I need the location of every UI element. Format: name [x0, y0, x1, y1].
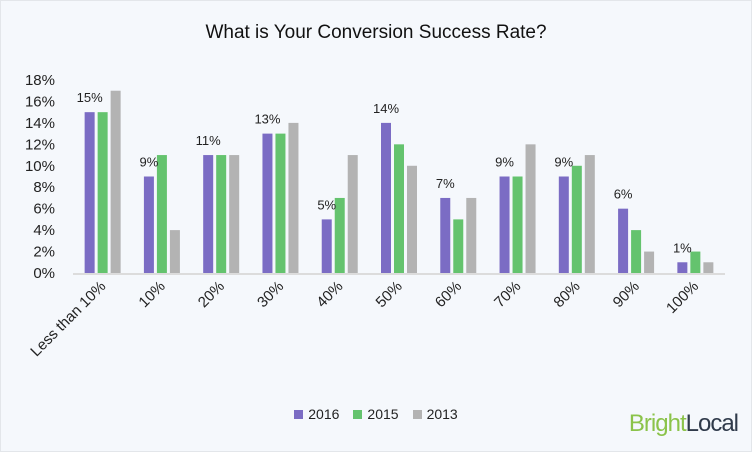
logo-part: Local: [685, 410, 739, 437]
data-label: 15%: [77, 90, 103, 105]
data-label: 9%: [554, 155, 573, 170]
x-tick-label: 20%: [195, 278, 228, 311]
bar-2015: [453, 219, 464, 273]
bar-2016: [558, 176, 569, 273]
bar-2013: [644, 251, 655, 273]
y-tick-label: 14%: [25, 115, 55, 132]
bar-2015: [571, 165, 582, 273]
bar-2016: [440, 197, 451, 273]
y-tick-label: 6%: [33, 201, 55, 218]
legend-item-2015: 2015: [353, 406, 399, 422]
legend-item-2016: 2016: [294, 406, 339, 422]
y-tick-label: 18%: [25, 72, 55, 89]
x-tick-label: 70%: [491, 278, 524, 311]
bar-2016: [84, 112, 95, 274]
x-tick-label: 100%: [663, 278, 702, 317]
legend-label: 2016: [308, 406, 340, 422]
logo-part: Bright: [628, 410, 687, 437]
bar-2015: [97, 112, 108, 274]
bar-2013: [525, 144, 536, 273]
legend-label: 2015: [367, 406, 399, 422]
x-tick-label: 40%: [313, 278, 346, 311]
data-label: 14%: [373, 101, 399, 116]
y-tick-label: 12%: [25, 136, 55, 153]
data-label: 9%: [495, 155, 514, 170]
x-tick-label: 60%: [432, 278, 465, 311]
y-tick-label: 10%: [25, 158, 55, 175]
data-label: 7%: [436, 176, 455, 191]
bar-2016: [499, 176, 510, 273]
x-tick-label: 30%: [254, 278, 287, 311]
x-tick-label: 80%: [550, 278, 583, 311]
legend-label: 2013: [426, 406, 458, 422]
bar-2015: [216, 155, 227, 273]
legend-item-2013: 2013: [412, 406, 458, 422]
data-label: 13%: [254, 112, 280, 127]
bar-2015: [690, 251, 701, 273]
bar-2015: [156, 155, 167, 273]
y-tick-label: 2%: [33, 244, 55, 261]
bar-2016: [203, 155, 214, 273]
y-tick-label: 0%: [33, 265, 55, 282]
bar-2015: [512, 176, 523, 273]
brightlocal-logo: BrightLocal: [628, 410, 739, 438]
bar-2013: [407, 165, 417, 273]
bar-2013: [288, 122, 299, 273]
chart-title: What is Your Conversion Success Rate?: [205, 22, 547, 43]
y-tick-label: 16%: [25, 93, 55, 110]
bar-2015: [275, 133, 286, 273]
legend-swatch: [294, 409, 304, 419]
bar-2016: [321, 219, 332, 273]
data-label: 6%: [614, 187, 633, 202]
bar-2015: [631, 230, 642, 273]
bar-2016: [262, 133, 273, 273]
bar-2013: [703, 262, 714, 273]
x-tick-label: 50%: [373, 278, 406, 311]
bar-2016: [381, 122, 391, 273]
bar-2013: [584, 155, 595, 273]
legend-swatch: [353, 409, 363, 419]
bar-2015: [394, 144, 404, 273]
bar-2016: [618, 208, 629, 273]
bar-2015: [334, 197, 345, 273]
legend-swatch: [412, 409, 422, 419]
data-label: 11%: [196, 133, 221, 148]
x-tick-label: Less than 10%: [27, 278, 109, 360]
bar-2016: [143, 176, 154, 273]
data-label: 1%: [673, 240, 692, 255]
data-label: 9%: [140, 155, 159, 170]
legend: 2016 2015 2013: [0, 406, 752, 422]
bar-2013: [110, 90, 121, 273]
y-tick-label: 8%: [33, 179, 55, 196]
bar-2016: [677, 262, 688, 273]
bar-2013: [466, 197, 477, 273]
y-tick-label: 4%: [33, 222, 55, 239]
bar-2013: [169, 230, 180, 273]
bar-2013: [347, 155, 358, 273]
data-label: 5%: [317, 197, 336, 212]
x-tick-label: 10%: [135, 278, 168, 311]
x-tick-label: 90%: [610, 278, 643, 311]
bar-2013: [229, 155, 240, 273]
